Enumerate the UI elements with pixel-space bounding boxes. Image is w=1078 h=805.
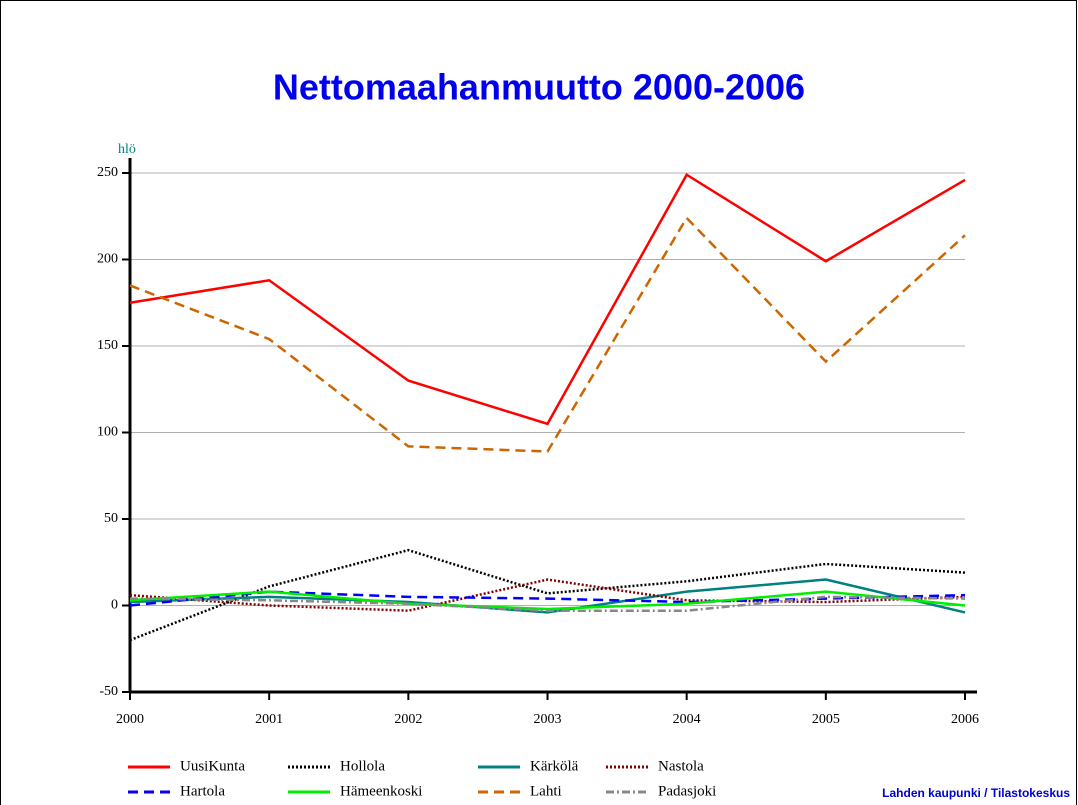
x-tick-label: 2005: [812, 712, 840, 727]
y-axis-label: hlö: [118, 142, 136, 157]
series-line: [129, 578, 966, 614]
x-tick-label: 2001: [255, 712, 283, 727]
y-tick-label: 0: [111, 598, 118, 613]
legend-label: Lahti: [530, 783, 562, 799]
legend-label: Hollola: [340, 758, 385, 774]
y-tick-label: 50: [104, 511, 118, 526]
x-tick-label: 2006: [951, 712, 979, 727]
series-line: [129, 215, 966, 453]
series-line: [129, 172, 966, 426]
legend-label: Nastola: [658, 758, 704, 774]
series-line: [129, 595, 966, 612]
x-tick-label: 2000: [116, 712, 144, 727]
x-tick-label: 2004: [673, 712, 701, 727]
series-line: [129, 548, 966, 642]
y-tick-label: 100: [97, 425, 118, 440]
y-tick-label: 150: [97, 338, 118, 353]
y-tick-label: 250: [97, 165, 118, 180]
chart-title: Nettomaahanmuutto 2000-2006: [273, 67, 805, 108]
series-line: [129, 590, 966, 607]
legend-label: UusiKunta: [180, 758, 245, 774]
legend-label: Hartola: [180, 783, 225, 799]
legend-label: Padasjoki: [658, 783, 716, 799]
x-tick-label: 2003: [534, 712, 562, 727]
x-tick-label: 2002: [394, 712, 422, 727]
source-note: Lahden kaupunki / Tilastokeskus: [882, 786, 1070, 800]
legend-label: Hämeenkoski: [340, 783, 422, 799]
y-tick-label: -50: [99, 684, 118, 699]
series-line: [129, 578, 966, 612]
y-tick-label: 200: [97, 252, 118, 267]
legend-label: Kärkölä: [530, 758, 579, 774]
series-line: [129, 590, 966, 611]
